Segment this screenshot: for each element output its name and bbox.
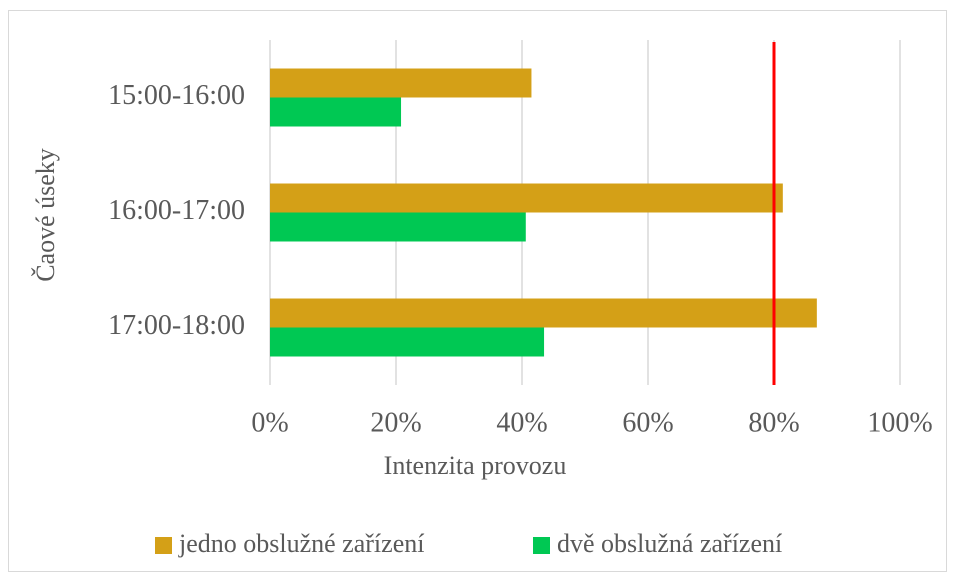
x-tick-label: 60% (622, 407, 673, 438)
x-tick-label: 20% (370, 407, 421, 438)
bar (270, 97, 402, 127)
y-tick-label: 17:00-18:00 (108, 310, 245, 341)
x-tick-label: 100% (867, 407, 932, 438)
chart-border (8, 10, 947, 572)
x-tick-label: 40% (496, 407, 547, 438)
bar (270, 212, 526, 242)
bar (270, 327, 545, 357)
legend-label: jedno obslužné zařízení (178, 529, 424, 558)
bar (270, 298, 817, 328)
x-tick-label: 80% (748, 407, 799, 438)
x-tick-label: 0% (251, 407, 288, 438)
bar (270, 68, 532, 98)
x-axis-label: Intenzita provozu (384, 451, 567, 480)
bar (270, 183, 783, 213)
y-tick-label: 15:00-16:00 (108, 80, 245, 111)
legend-swatch (533, 537, 550, 554)
y-axis-label: Čaové úseky (31, 148, 60, 282)
legend-swatch (155, 537, 172, 554)
y-tick-label: 16:00-17:00 (108, 195, 245, 226)
legend-label: dvě obslužná zařízení (557, 529, 782, 558)
